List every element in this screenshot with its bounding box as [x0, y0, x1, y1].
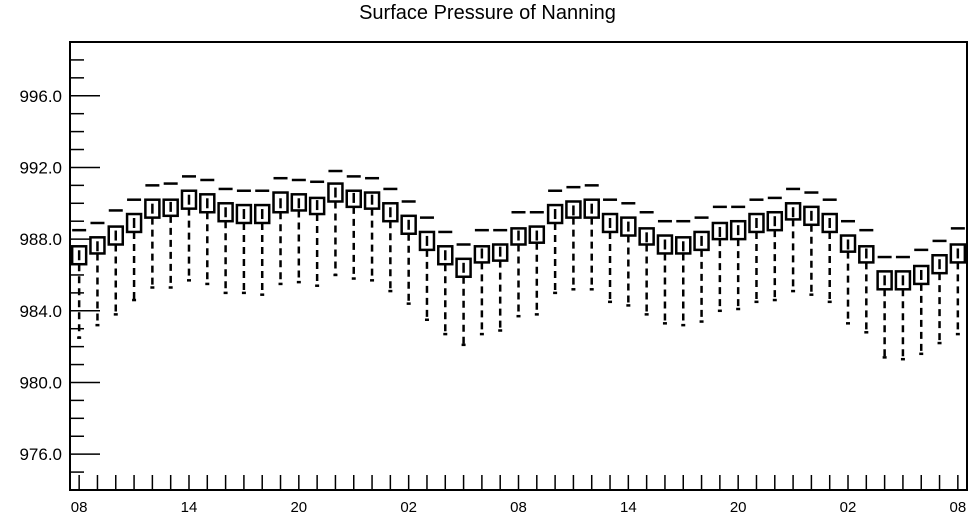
box	[292, 180, 306, 282]
box	[530, 212, 544, 314]
x-tick-label: 08	[510, 499, 527, 516]
box	[457, 244, 471, 344]
x-tick-label: 08	[71, 499, 88, 516]
box	[731, 207, 745, 309]
box	[90, 223, 104, 325]
box	[237, 191, 251, 293]
y-tick-label: 980.0	[19, 373, 62, 392]
box	[804, 193, 818, 295]
box	[896, 257, 910, 359]
box	[475, 230, 489, 334]
box	[676, 221, 690, 325]
box	[585, 185, 599, 289]
box	[658, 221, 672, 323]
box	[109, 210, 123, 314]
box	[365, 178, 379, 280]
box	[420, 218, 434, 320]
box	[402, 201, 416, 303]
x-tick-label: 02	[840, 499, 857, 516]
x-tick-label: 20	[730, 499, 747, 516]
plot-frame	[70, 42, 967, 490]
box	[255, 191, 269, 295]
boxplot-chart: 976.0980.0984.0988.0992.0996.0 08 14 20 02 0…	[0, 0, 975, 520]
box	[951, 228, 965, 334]
box	[328, 171, 342, 275]
box	[164, 184, 178, 288]
box-series	[72, 171, 965, 359]
box	[933, 241, 947, 343]
box	[859, 230, 873, 332]
x-tick-label: 20	[290, 499, 307, 516]
box	[695, 218, 709, 322]
box	[823, 200, 837, 302]
x-tick-label: 08	[950, 499, 967, 516]
box	[713, 207, 727, 311]
x-tick-label: 02	[400, 499, 417, 516]
box	[219, 189, 233, 293]
box	[749, 200, 763, 302]
box	[640, 212, 654, 314]
box	[383, 189, 397, 291]
box	[438, 232, 452, 334]
box	[878, 257, 892, 357]
box	[768, 198, 782, 300]
box	[72, 230, 86, 338]
box	[145, 185, 159, 287]
y-tick-label: 992.0	[19, 158, 62, 177]
box	[493, 230, 507, 330]
box	[127, 200, 141, 300]
y-tick-label: 996.0	[19, 87, 62, 106]
box	[274, 178, 288, 284]
box	[182, 176, 196, 280]
box	[841, 221, 855, 323]
y-tick-label: 988.0	[19, 230, 62, 249]
box	[512, 212, 526, 316]
box	[548, 191, 562, 293]
y-axis: 976.0 980.0 984.0 988.0 992.0 996.0	[19, 42, 100, 490]
box	[603, 200, 617, 302]
x-tick-label: 14	[620, 499, 637, 516]
box	[566, 187, 580, 289]
box	[200, 180, 214, 284]
y-tick-label: 976.0	[19, 445, 62, 464]
box	[914, 250, 928, 354]
box	[621, 203, 635, 305]
box	[347, 176, 361, 278]
box	[786, 189, 800, 291]
y-tick-label: 984.0	[19, 302, 62, 321]
x-tick-label: 14	[181, 499, 198, 516]
box	[310, 182, 324, 286]
x-axis: 08 14 20 02 08 14 20 02 08	[71, 475, 966, 516]
